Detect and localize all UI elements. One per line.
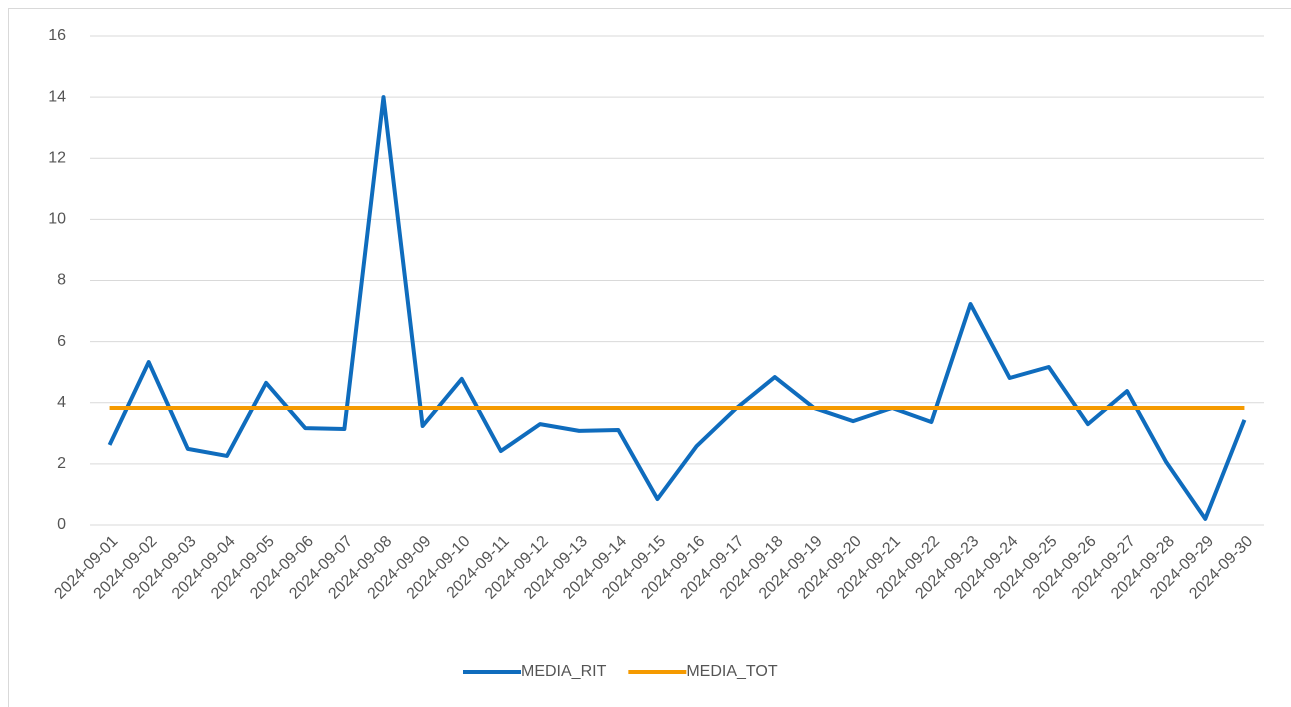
y-tick-label: 10 (48, 211, 66, 228)
y-tick-label: 6 (57, 333, 66, 350)
y-tick-label: 0 (57, 516, 66, 533)
legend-label: MEDIA_RIT (521, 663, 607, 680)
y-tick-label: 16 (48, 27, 66, 44)
series-line (107, 95, 1247, 521)
y-tick-label: 14 (48, 88, 66, 105)
chart-border (8, 8, 1291, 707)
y-tick-label: 4 (57, 394, 66, 411)
legend-label: MEDIA_TOT (686, 663, 778, 680)
y-tick-label: 12 (48, 149, 66, 166)
y-tick-label: 2 (57, 455, 66, 472)
y-tick-label: 8 (57, 272, 66, 289)
